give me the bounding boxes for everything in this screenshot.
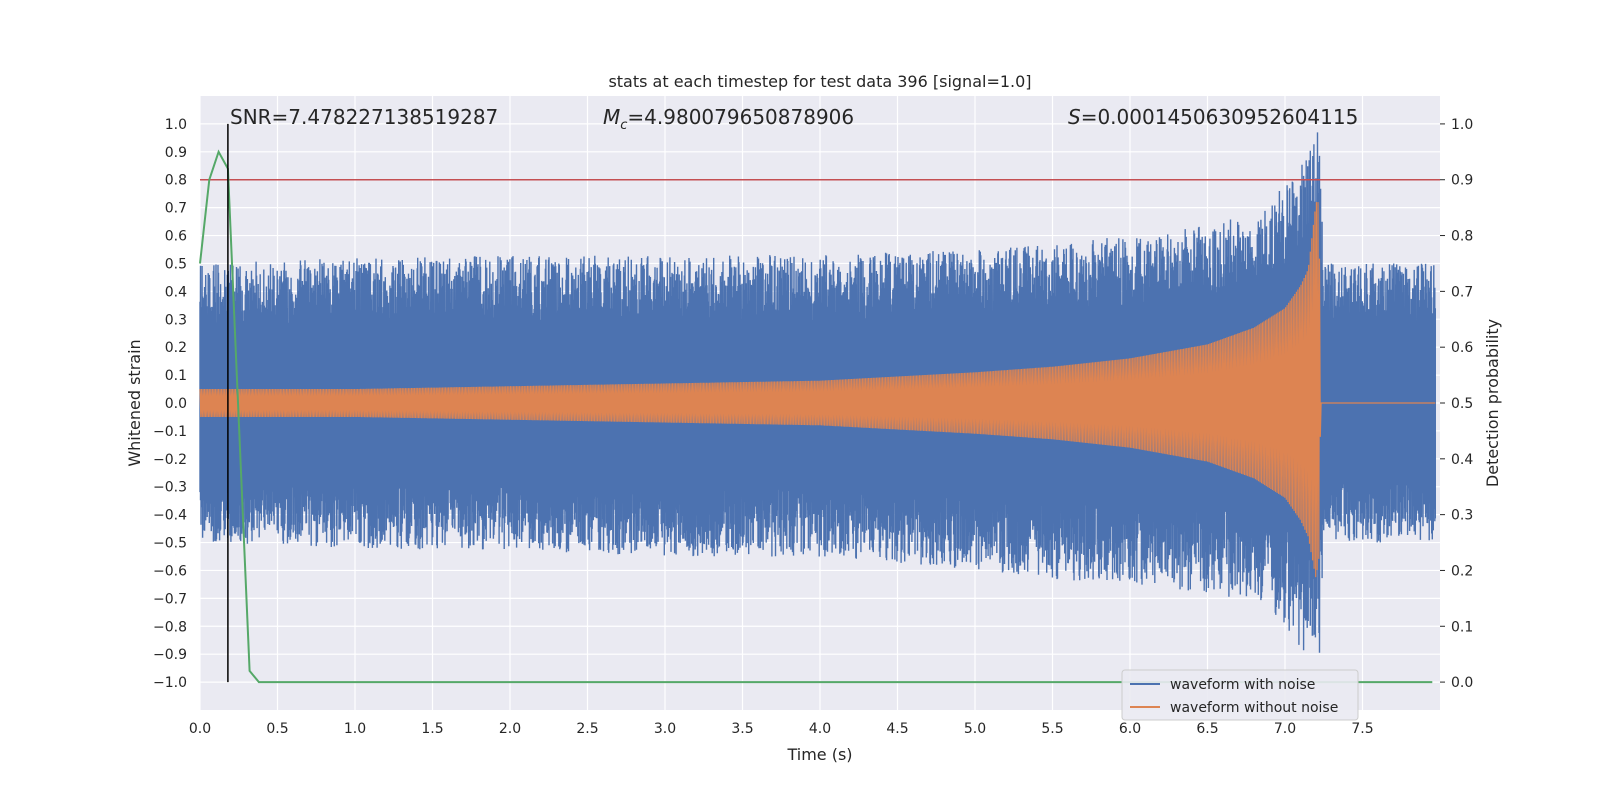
chart-title: stats at each timestep for test data 396…: [608, 72, 1031, 91]
x-tick-label: 1.5: [421, 721, 443, 737]
x-tick-label: 2.5: [576, 721, 598, 737]
chirp-mass-value: =4.980079650878906: [627, 105, 854, 129]
y-right-tick-label: 0.3: [1451, 508, 1473, 524]
y-left-tick-label: −0.5: [153, 536, 187, 552]
x-tick-label: 4.0: [809, 721, 831, 737]
x-tick-label: 5.5: [1041, 721, 1063, 737]
y-left-tick-label: 0.9: [165, 145, 187, 161]
y-right-tick-label: 0.7: [1451, 284, 1473, 300]
x-tick-label: 2.0: [499, 721, 521, 737]
y-left-tick-label: 0.1: [165, 368, 187, 384]
y-right-tick-label: 0.5: [1451, 396, 1473, 412]
waveform-without-noise-line: [199, 202, 1436, 578]
y-left-tick-label: −1.0: [153, 675, 187, 691]
ticks-layer: 0.0 0.5 1.0 1.5 2.0 2.5 3.0 3.5 4.0 4.5 5.0 5.5 6.0 6…: [153, 117, 1473, 737]
x-tick-label: 0.5: [266, 721, 288, 737]
x-axis-label: Time (s): [786, 745, 852, 764]
snr-annotation: SNR=7.478227138519287: [230, 105, 498, 129]
legend: waveform with noise waveform without noi…: [1121, 669, 1359, 721]
x-tick-label: 0.0: [189, 721, 211, 737]
y-right-tick-label: 1.0: [1451, 117, 1473, 133]
y-right-tick-label: 0.4: [1451, 452, 1473, 468]
y-left-tick-label: −0.2: [153, 452, 187, 468]
series-layer: [199, 123, 1440, 684]
y-left-tick-label: 0.3: [165, 312, 187, 328]
y-left-tick-label: −0.3: [153, 480, 187, 496]
chirp-mass-subscript: c: [620, 118, 627, 133]
y-left-tick-label: −0.9: [153, 647, 187, 663]
y-left-tick-label: 1.0: [165, 117, 187, 133]
y-left-tick-label: 0.5: [165, 256, 187, 272]
y-left-tick-label: −0.7: [153, 591, 187, 607]
legend-label-noise: waveform with noise: [1170, 677, 1315, 693]
detection-probability-line: [199, 149, 1433, 684]
y-left-tick-label: 0.8: [165, 173, 187, 189]
x-tick-label: 3.0: [654, 721, 676, 737]
y-axis-right-label: Detection probability: [1483, 319, 1502, 487]
x-tick-label: 4.5: [886, 721, 908, 737]
y-right-tick-label: 0.2: [1451, 563, 1473, 579]
legend-box: [1121, 669, 1359, 721]
x-tick-label: 7.0: [1274, 721, 1296, 737]
y-right-tick-label: 0.6: [1451, 340, 1473, 356]
y-left-tick-label: −0.1: [153, 424, 187, 440]
y-left-tick-label: 0.6: [165, 229, 187, 245]
y-right-tick-label: 0.8: [1451, 229, 1473, 245]
s-symbol: S: [1068, 105, 1081, 129]
x-tick-label: 1.0: [344, 721, 366, 737]
y-right-tick-label: 0.9: [1451, 173, 1473, 189]
y-left-tick-label: −0.6: [153, 563, 187, 579]
x-tick-label: 6.0: [1119, 721, 1141, 737]
y-axis-left-label: Whitened strain: [125, 339, 144, 466]
s-annotation: S=0.0001450630952604115: [1068, 105, 1358, 129]
y-left-tick-label: −0.4: [153, 508, 187, 524]
s-value: =0.0001450630952604115: [1081, 105, 1359, 129]
x-tick-label: 5.0: [964, 721, 986, 737]
y-left-tick-label: −0.8: [153, 619, 187, 635]
x-tick-label: 3.5: [731, 721, 753, 737]
legend-label-clean: waveform without noise: [1170, 700, 1338, 716]
x-tick-label: 7.5: [1351, 721, 1373, 737]
y-left-tick-label: 0.7: [165, 201, 187, 217]
y-left-tick-label: 0.2: [165, 340, 187, 356]
chirp-mass-annotation: Mc=4.980079650878906: [603, 105, 854, 133]
x-tick-label: 6.5: [1196, 721, 1218, 737]
y-left-tick-label: 0.4: [165, 284, 187, 300]
chirp-mass-symbol: M: [603, 105, 620, 129]
y-right-tick-label: 0.1: [1451, 619, 1473, 635]
y-left-tick-label: 0.0: [165, 396, 187, 412]
y-right-tick-label: 0.0: [1451, 675, 1473, 691]
